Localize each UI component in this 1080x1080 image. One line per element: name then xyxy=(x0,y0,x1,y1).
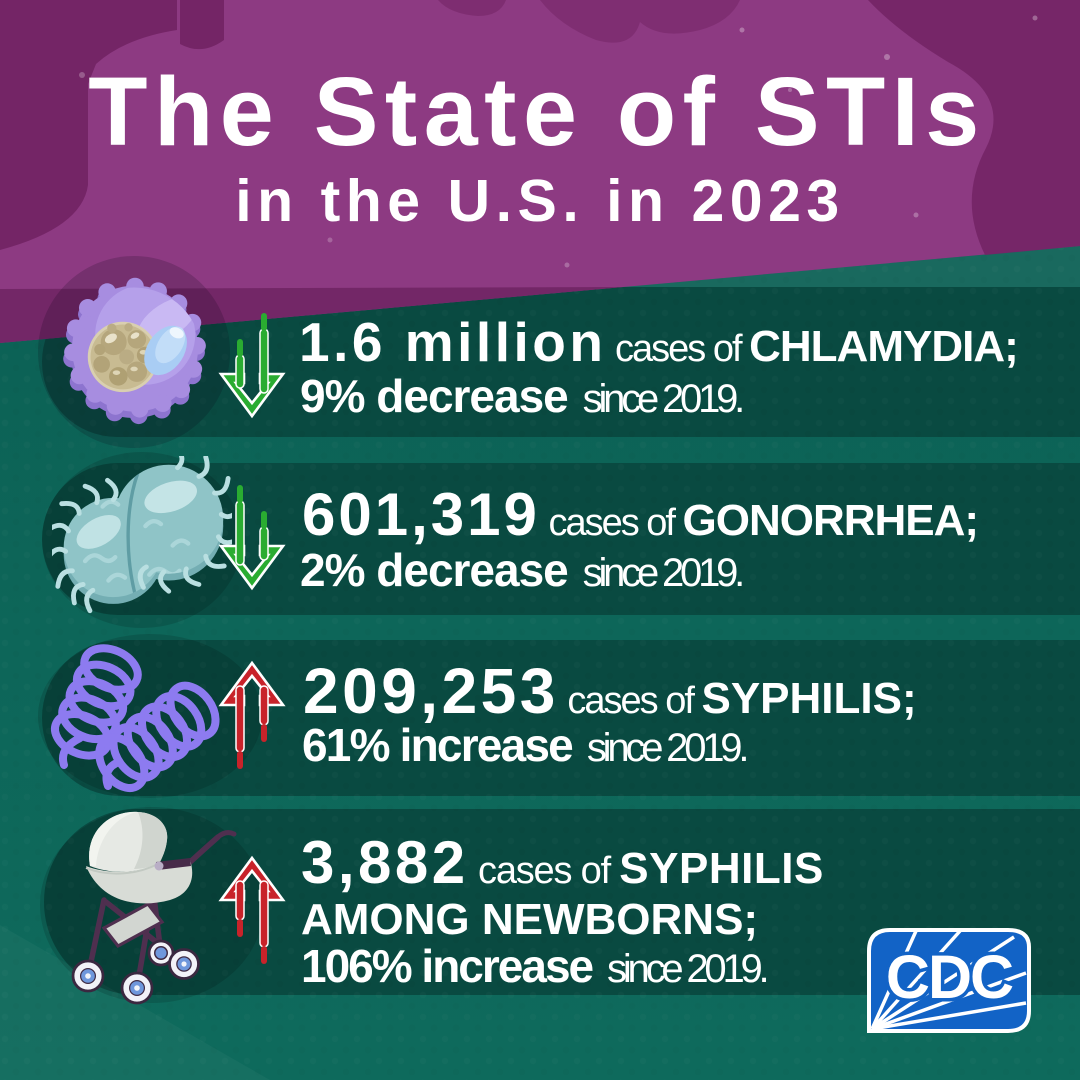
svg-text:CDC: CDC xyxy=(886,943,1013,1011)
